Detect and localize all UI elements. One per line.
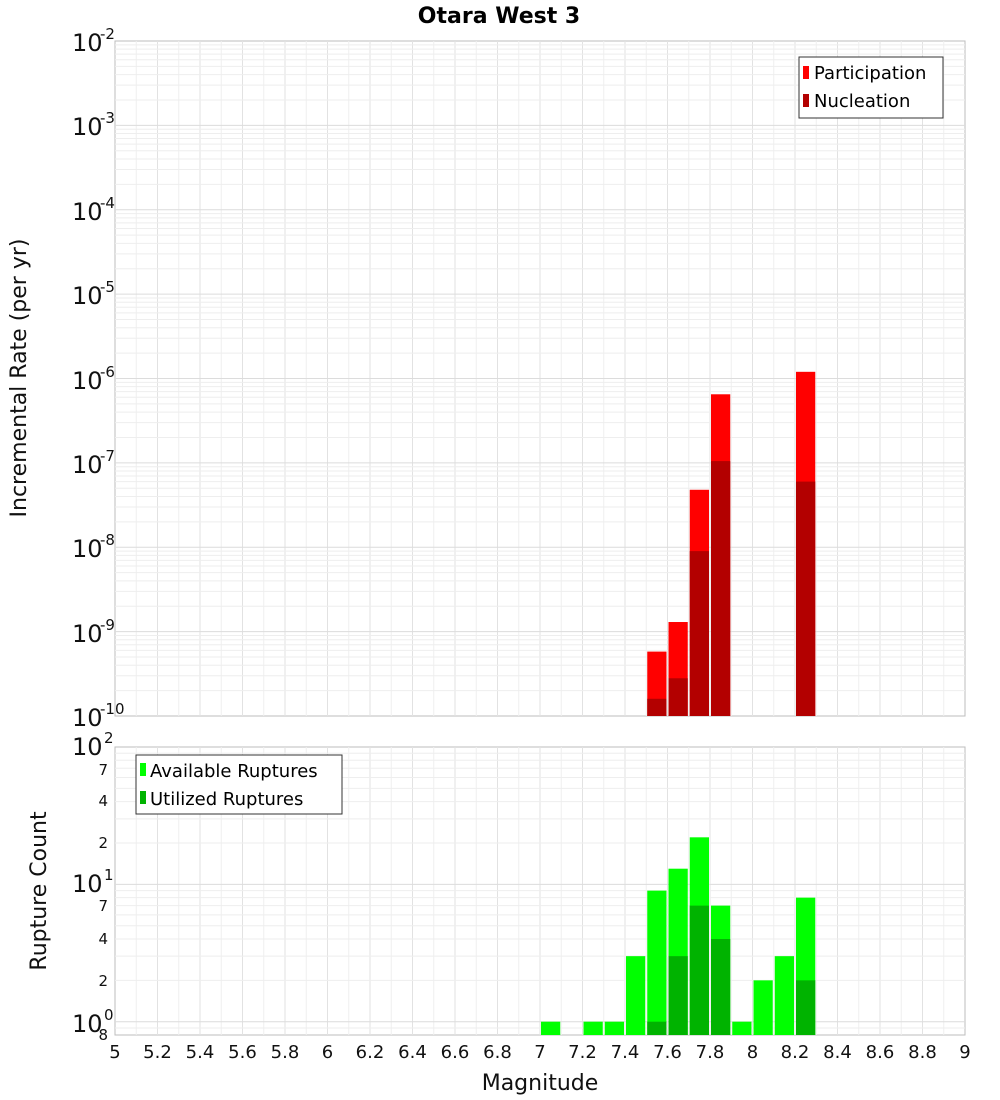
legend-label-utilized: Utilized Ruptures bbox=[150, 789, 303, 810]
count-y-tick-base: 10 bbox=[72, 1010, 103, 1038]
rate-y-tick-exponent: -3 bbox=[100, 109, 115, 127]
count-y-tick-exponent: 2 bbox=[104, 729, 114, 747]
rate-y-tick-exponent: -8 bbox=[100, 531, 115, 549]
rate-legend-box bbox=[798, 56, 944, 119]
legend-swatch-participation bbox=[803, 66, 809, 79]
rate-y-tick-base: 10 bbox=[72, 535, 103, 563]
rate-legend: Participation Nucleation bbox=[798, 56, 944, 119]
rate-y-tick-base: 10 bbox=[72, 367, 103, 395]
count-y-tick-minor: 4 bbox=[98, 930, 108, 948]
count-legend: Available Ruptures Utilized Ruptures bbox=[135, 754, 343, 815]
count-bar-available-ruptures bbox=[732, 1021, 752, 1035]
rate-y-tick-base: 10 bbox=[72, 198, 103, 226]
rate-bar-nucleation bbox=[689, 551, 709, 716]
rate-y-tick-base: 10 bbox=[72, 29, 103, 57]
count-legend-box bbox=[135, 754, 343, 815]
legend-swatch-available bbox=[140, 763, 146, 776]
rate-y-tick-base: 10 bbox=[72, 113, 103, 141]
count-bar-available-ruptures bbox=[604, 1021, 624, 1035]
count-bar-utilized-ruptures bbox=[711, 939, 731, 1035]
count-bar-utilized-ruptures bbox=[796, 980, 816, 1035]
count-y-tick-minor: 7 bbox=[98, 761, 108, 779]
x-tick-label: 8.2 bbox=[781, 1042, 810, 1063]
x-tick-label: 7.6 bbox=[653, 1042, 682, 1063]
rate-bar-nucleation bbox=[796, 481, 816, 716]
x-tick-label: 7.8 bbox=[696, 1042, 725, 1063]
rate-bars bbox=[647, 371, 816, 716]
count-y-tick-minor: 4 bbox=[98, 792, 108, 810]
count-y-tick-exponent: 0 bbox=[104, 1006, 114, 1024]
count-y-tick-base: 10 bbox=[72, 733, 103, 761]
legend-label-available: Available Ruptures bbox=[150, 761, 318, 782]
x-tick-label: 5 bbox=[109, 1042, 120, 1063]
rate-y-tick-base: 10 bbox=[72, 451, 103, 479]
x-tick-label: 7 bbox=[534, 1042, 545, 1063]
count-bars bbox=[541, 837, 816, 1035]
x-tick-label: 5.6 bbox=[228, 1042, 257, 1063]
x-tick-label: 5.8 bbox=[271, 1042, 300, 1063]
x-tick-label: 8 bbox=[747, 1042, 758, 1063]
rate-y-ticks: 10-210-310-410-510-610-710-810-910-10 bbox=[72, 25, 125, 732]
legend-label-nucleation: Nucleation bbox=[814, 91, 910, 112]
rate-bar-nucleation bbox=[668, 678, 688, 716]
count-bar-available-ruptures bbox=[541, 1021, 561, 1035]
x-tick-label: 6 bbox=[322, 1042, 333, 1063]
rate-y-tick-base: 10 bbox=[72, 620, 103, 648]
x-axis-ticks: 5 5.2 5.4 5.6 5.8 6 6.2 6.4 6.6 6.8 7 7.2 7.4 7.6 7.8 8… bbox=[109, 1042, 970, 1063]
x-tick-label: 5.4 bbox=[186, 1042, 215, 1063]
count-bar-utilized-ruptures bbox=[689, 905, 709, 1035]
x-tick-label: 6.8 bbox=[483, 1042, 512, 1063]
count-bar-available-ruptures bbox=[774, 956, 794, 1035]
count-y-tick-minor: 2 bbox=[98, 834, 108, 852]
count-bar-available-ruptures bbox=[647, 890, 667, 1035]
rate-y-tick-exponent: -4 bbox=[100, 194, 115, 212]
legend-label-participation: Participation bbox=[814, 63, 926, 84]
rate-y-tick-exponent: -6 bbox=[100, 363, 115, 381]
rate-y-tick-exponent: -10 bbox=[100, 700, 125, 718]
x-tick-label: 7.4 bbox=[611, 1042, 640, 1063]
rate-y-tick-exponent: -7 bbox=[100, 447, 115, 465]
count-y-tick-exponent: 1 bbox=[104, 866, 114, 884]
count-y-axis-label: Rupture Count bbox=[27, 811, 52, 971]
legend-swatch-nucleation bbox=[803, 94, 809, 107]
x-tick-label: 6.6 bbox=[441, 1042, 470, 1063]
rate-y-tick-base: 10 bbox=[72, 282, 103, 310]
count-bar-available-ruptures bbox=[626, 956, 646, 1035]
count-y-tick-base: 10 bbox=[72, 870, 103, 898]
count-y-tick-minor: 7 bbox=[98, 897, 108, 915]
rate-gridlines bbox=[115, 41, 965, 716]
x-tick-label: 5.2 bbox=[143, 1042, 172, 1063]
rate-panel: 10-210-310-410-510-610-710-810-910-10 In… bbox=[7, 25, 966, 732]
count-y-tick-minor: 8 bbox=[98, 1026, 108, 1044]
legend-swatch-utilized bbox=[140, 791, 146, 804]
rate-bar-nucleation bbox=[711, 461, 731, 716]
rate-y-tick-exponent: -9 bbox=[100, 616, 115, 634]
x-axis-label: Magnitude bbox=[482, 1071, 599, 1096]
rate-y-tick-exponent: -5 bbox=[100, 278, 115, 296]
count-gridlines bbox=[115, 747, 965, 1035]
count-bar-utilized-ruptures bbox=[647, 1021, 667, 1035]
count-bar-utilized-ruptures bbox=[668, 956, 688, 1035]
x-tick-label: 8.6 bbox=[866, 1042, 895, 1063]
count-bar-available-ruptures bbox=[583, 1021, 603, 1035]
x-tick-label: 7.2 bbox=[568, 1042, 597, 1063]
chart-title: Otara West 3 bbox=[418, 4, 580, 29]
rate-y-tick-base: 10 bbox=[72, 704, 103, 732]
count-y-tick-minor: 2 bbox=[98, 972, 108, 990]
x-tick-label: 9 bbox=[959, 1042, 970, 1063]
rate-y-axis-label: Incremental Rate (per yr) bbox=[7, 239, 32, 518]
x-tick-label: 6.2 bbox=[356, 1042, 385, 1063]
rate-y-tick-exponent: -2 bbox=[100, 25, 115, 43]
x-tick-label: 8.4 bbox=[823, 1042, 852, 1063]
x-tick-label: 8.8 bbox=[908, 1042, 937, 1063]
count-bar-available-ruptures bbox=[753, 980, 773, 1035]
x-tick-label: 6.4 bbox=[398, 1042, 427, 1063]
rate-bar-nucleation bbox=[647, 698, 667, 716]
